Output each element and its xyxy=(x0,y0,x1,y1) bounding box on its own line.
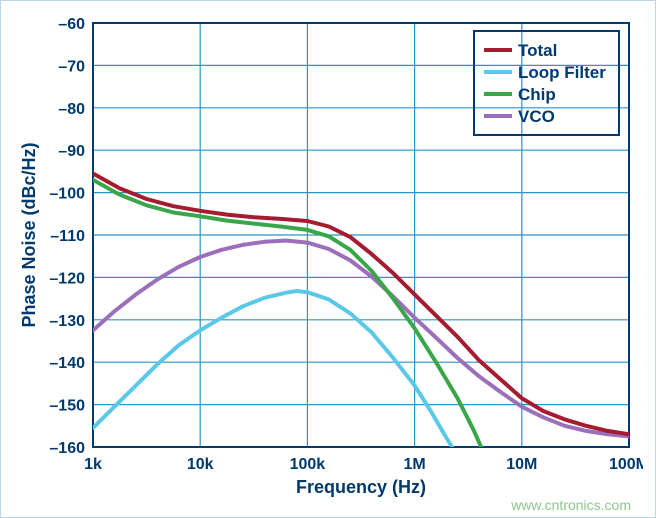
chart-container: { "chart": { "type": "line-log-x", "xlab… xyxy=(13,11,643,501)
y-tick-label: –90 xyxy=(58,143,85,160)
legend-label: Chip xyxy=(518,85,556,104)
y-tick-label: –100 xyxy=(49,186,85,203)
y-tick-label: –70 xyxy=(58,58,85,75)
x-tick-label: 10M xyxy=(506,456,537,473)
watermark-text: www.cntronics.com xyxy=(511,497,631,513)
x-tick-label: 1M xyxy=(403,456,425,473)
y-tick-label: –80 xyxy=(58,101,85,118)
legend-label: VCO xyxy=(518,107,555,126)
chart-frame: { "chart": { "type": "line-log-x", "xlab… xyxy=(0,0,656,518)
x-tick-label: 100k xyxy=(290,456,326,473)
y-tick-label: –160 xyxy=(49,440,85,457)
x-tick-label: 100M xyxy=(609,456,643,473)
legend-label: Total xyxy=(518,41,557,60)
x-tick-label: 10k xyxy=(187,456,214,473)
phase-noise-chart: 1k 10k 100k 1M 10M 100M –60 –70 –80 –90 –100 –110 –1… xyxy=(13,11,643,501)
y-tick-label: –110 xyxy=(50,228,85,245)
y-tick-label: –120 xyxy=(49,270,85,287)
y-tick-label: –130 xyxy=(49,313,85,330)
y-axis-label: Phase Noise (dBc/Hz) xyxy=(19,142,39,327)
series-vco xyxy=(93,241,629,437)
y-tick-label: –60 xyxy=(58,16,85,33)
x-tick-label: 1k xyxy=(84,456,102,473)
y-tick-label: –140 xyxy=(49,355,85,372)
series-loopfilter xyxy=(93,291,452,447)
legend-label: Loop Filter xyxy=(518,63,606,82)
y-tick-label: –150 xyxy=(49,398,85,415)
x-axis-label: Frequency (Hz) xyxy=(296,477,426,497)
